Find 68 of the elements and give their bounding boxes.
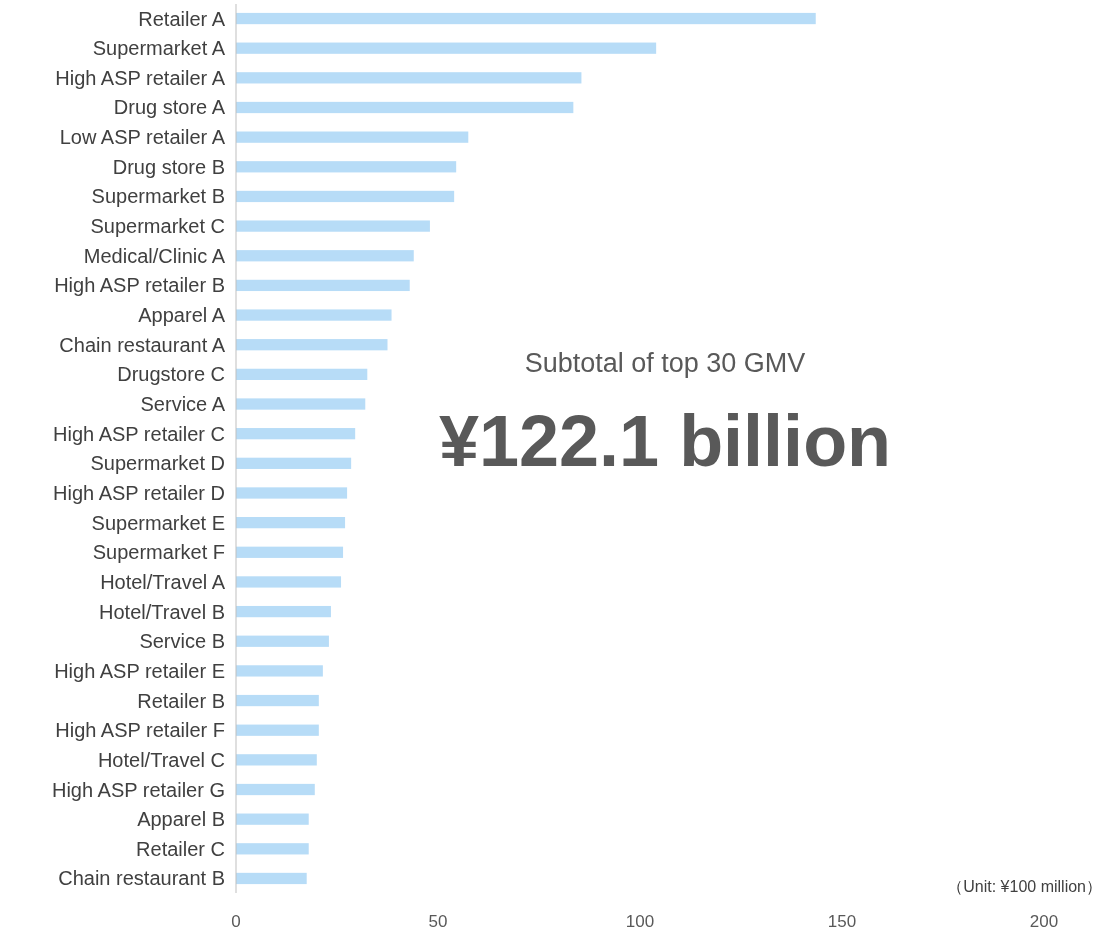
bar [236,220,430,232]
bar [236,665,323,677]
y-tick-label: Supermarket E [91,511,225,534]
y-tick-label: Supermarket F [92,541,225,564]
bar [236,398,366,410]
y-tick-label: Supermarket D [90,452,225,475]
bar [236,368,368,380]
y-tick-label: Low ASP retailer A [59,126,226,149]
bar [236,457,352,469]
y-tick-label: Drugstore C [117,363,225,386]
annotation: ¥122.1 billion [438,401,892,481]
bar [236,813,309,825]
y-tick-label: Drug store B [112,155,225,178]
y-tick-label: High ASP retailer A [55,66,226,89]
y-tick-label: High ASP retailer F [55,719,225,742]
y-tick-label: Retailer B [137,689,225,712]
bar [236,309,392,321]
y-tick-label: High ASP retailer D [53,481,225,504]
bar [236,576,342,588]
x-tick-label: 50 [428,912,448,931]
bar [236,279,410,292]
y-tick-label: Hotel/Travel B [99,600,225,623]
y-tick-label: Supermarket A [92,37,226,60]
bar [236,605,331,618]
annotation: （Unit: ¥100 million） [947,878,1102,895]
bar [236,487,348,499]
bar [236,190,455,203]
y-tick-label: Medical/Clinic A [83,244,226,267]
bar [236,161,457,173]
bar [236,754,317,766]
y-tick-label: Hotel/Travel C [97,748,225,771]
bar [236,724,319,736]
bar [236,72,582,84]
bar [236,131,469,143]
bar [236,250,414,262]
bar [236,339,388,351]
bar [236,12,816,25]
y-tick-label: Service A [140,393,226,416]
y-tick-label: Chain restaurant A [59,333,226,356]
y-tick-label: High ASP retailer G [51,778,225,801]
y-tick-label: Chain restaurant B [58,867,225,890]
bar [236,783,315,796]
bar [236,635,329,647]
y-tick-label: Hotel/Travel A [100,570,226,593]
y-tick-label: High ASP retailer E [54,659,225,682]
y-tick-label: Retailer C [136,837,225,860]
x-tick-label: 200 [1029,912,1059,931]
annotation: Subtotal of top 30 GMV [524,348,806,378]
x-tick-label: 100 [625,912,655,931]
bar [236,428,356,440]
bar [236,517,346,529]
x-tick-label: 0 [231,912,241,931]
y-tick-label: Service B [139,630,225,653]
bar [236,42,657,54]
x-tick-label: 150 [827,912,857,931]
y-tick-label: Supermarket B [91,185,225,208]
bar [236,872,307,885]
y-tick-label: Supermarket C [90,215,225,238]
y-tick-label: High ASP retailer B [54,274,225,297]
bar [236,546,344,558]
y-tick-label: Retailer A [138,7,226,30]
y-tick-label: Apparel B [137,808,225,831]
y-tick-label: High ASP retailer C [53,422,225,445]
y-tick-label: Apparel A [138,304,226,327]
y-tick-label: Drug store A [113,96,226,119]
bar [236,101,574,114]
bar [236,694,319,707]
bar [236,843,309,855]
